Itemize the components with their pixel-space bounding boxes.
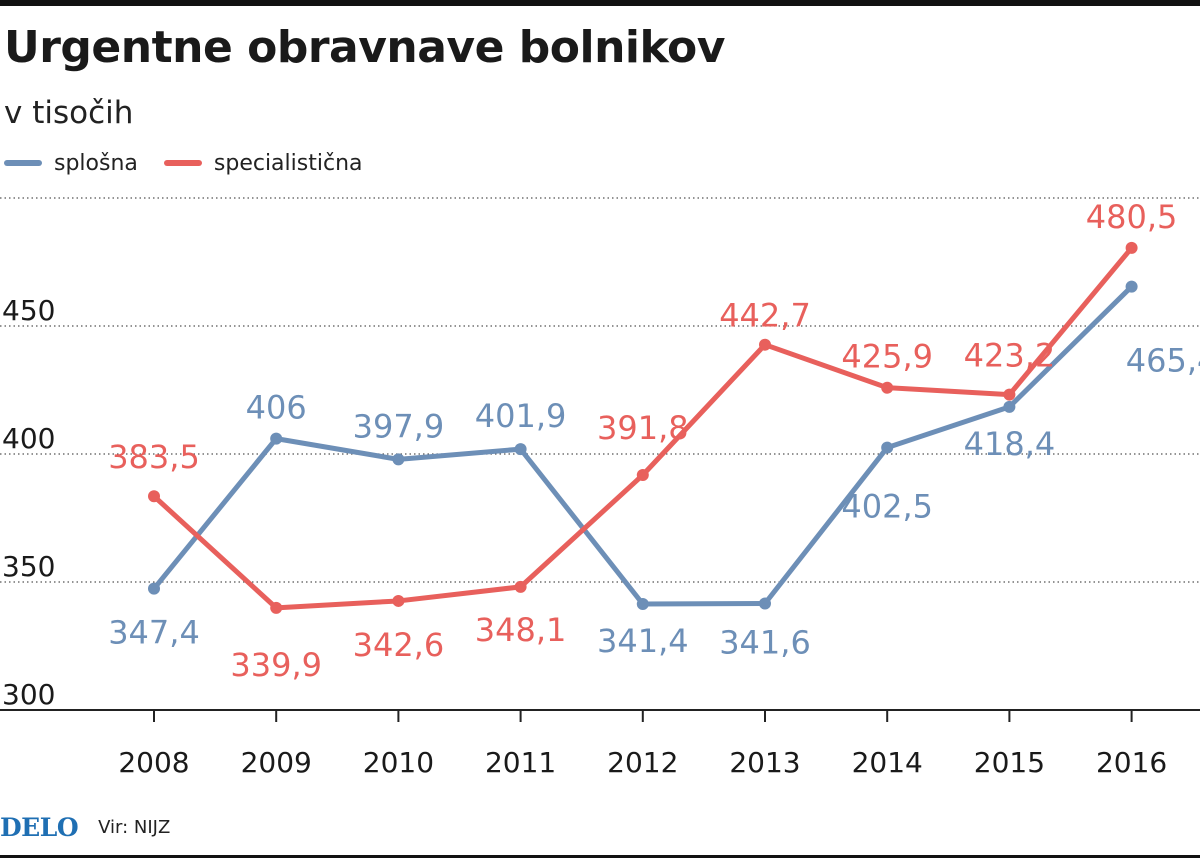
point-specialisticna-2010 [392,594,405,607]
x-tick-label-2010: 2010 [363,746,434,779]
y-tick-label-400: 400 [2,422,55,455]
bottom-rule [0,855,1200,858]
point-splosna-2016 [1125,280,1138,293]
data-label-splosna-2009: 406 [246,389,307,427]
point-specialisticna-2009 [270,601,283,614]
x-tick-label-2016: 2016 [1096,746,1167,779]
point-splosna-2010 [392,453,405,466]
data-label-specialisticna-2015: 423,2 [964,337,1056,375]
y-tick-label-350: 350 [2,550,55,583]
data-label-splosna-2016: 465,4 [1126,342,1200,380]
point-specialisticna-2008 [148,490,160,503]
point-specialisticna-2015 [1003,388,1016,401]
data-label-splosna-2012: 341,4 [597,622,689,660]
data-label-specialisticna-2009: 339,9 [230,646,322,684]
x-tick-label-2012: 2012 [607,746,678,779]
data-label-splosna-2015: 418,4 [964,425,1056,463]
x-tick-label-2015: 2015 [974,746,1045,779]
legend-swatch-splosna [4,160,42,166]
point-specialisticna-2013 [759,338,771,351]
data-label-specialisticna-2008: 383,5 [108,438,200,476]
legend-item-specialisticna: specialistična [163,150,363,176]
x-tick-label-2011: 2011 [485,746,556,779]
data-label-specialisticna-2011: 348,1 [475,611,567,649]
data-label-specialisticna-2010: 342,6 [353,626,445,664]
x-tick-label-2008: 2008 [118,746,189,779]
point-splosna-2015 [1003,400,1016,413]
data-label-specialisticna-2014: 425,9 [841,338,933,376]
data-label-splosna-2013: 341,6 [719,624,811,662]
data-label-splosna-2008: 347,4 [108,614,200,652]
y-tick-label-450: 450 [2,294,55,327]
point-specialisticna-2016 [1125,241,1138,254]
chart-title: Urgentne obravnave bolnikov [4,22,725,73]
point-specialisticna-2014 [881,381,894,394]
data-label-splosna-2014: 402,5 [841,488,933,526]
point-splosna-2009 [270,432,283,445]
legend-label-splosna: splošna [54,150,138,176]
footer: DELO Vir: NIJZ [0,810,170,844]
data-label-specialisticna-2013: 442,7 [719,297,811,335]
point-splosna-2008 [148,582,160,595]
x-tick-label-2009: 2009 [241,746,312,779]
y-tick-label-300: 300 [2,678,55,711]
data-label-splosna-2011: 401,9 [475,397,567,435]
x-tick-label-2014: 2014 [852,746,923,779]
point-splosna-2013 [759,597,771,610]
point-specialisticna-2012 [636,468,649,481]
x-tick-label-2013: 2013 [729,746,800,779]
point-splosna-2011 [514,443,527,456]
legend-item-splosna: splošna [4,151,138,176]
brand-logo: DELO [0,812,79,842]
point-splosna-2012 [636,598,649,611]
chart-subtitle: v tisočih [4,95,134,131]
legend-label-specialisticna: specialistična [213,150,363,176]
legend-swatch-specialisticna [163,160,202,166]
data-label-specialisticna-2012: 391,8 [597,409,689,447]
source-note: Vir: NIJZ [98,816,171,838]
data-label-specialisticna-2016: 480,5 [1086,198,1178,236]
top-rule [0,0,1200,6]
data-label-splosna-2010: 397,9 [353,407,445,445]
legend: splošna specialistična [4,148,389,178]
point-specialisticna-2011 [514,580,527,593]
point-splosna-2014 [881,441,894,454]
